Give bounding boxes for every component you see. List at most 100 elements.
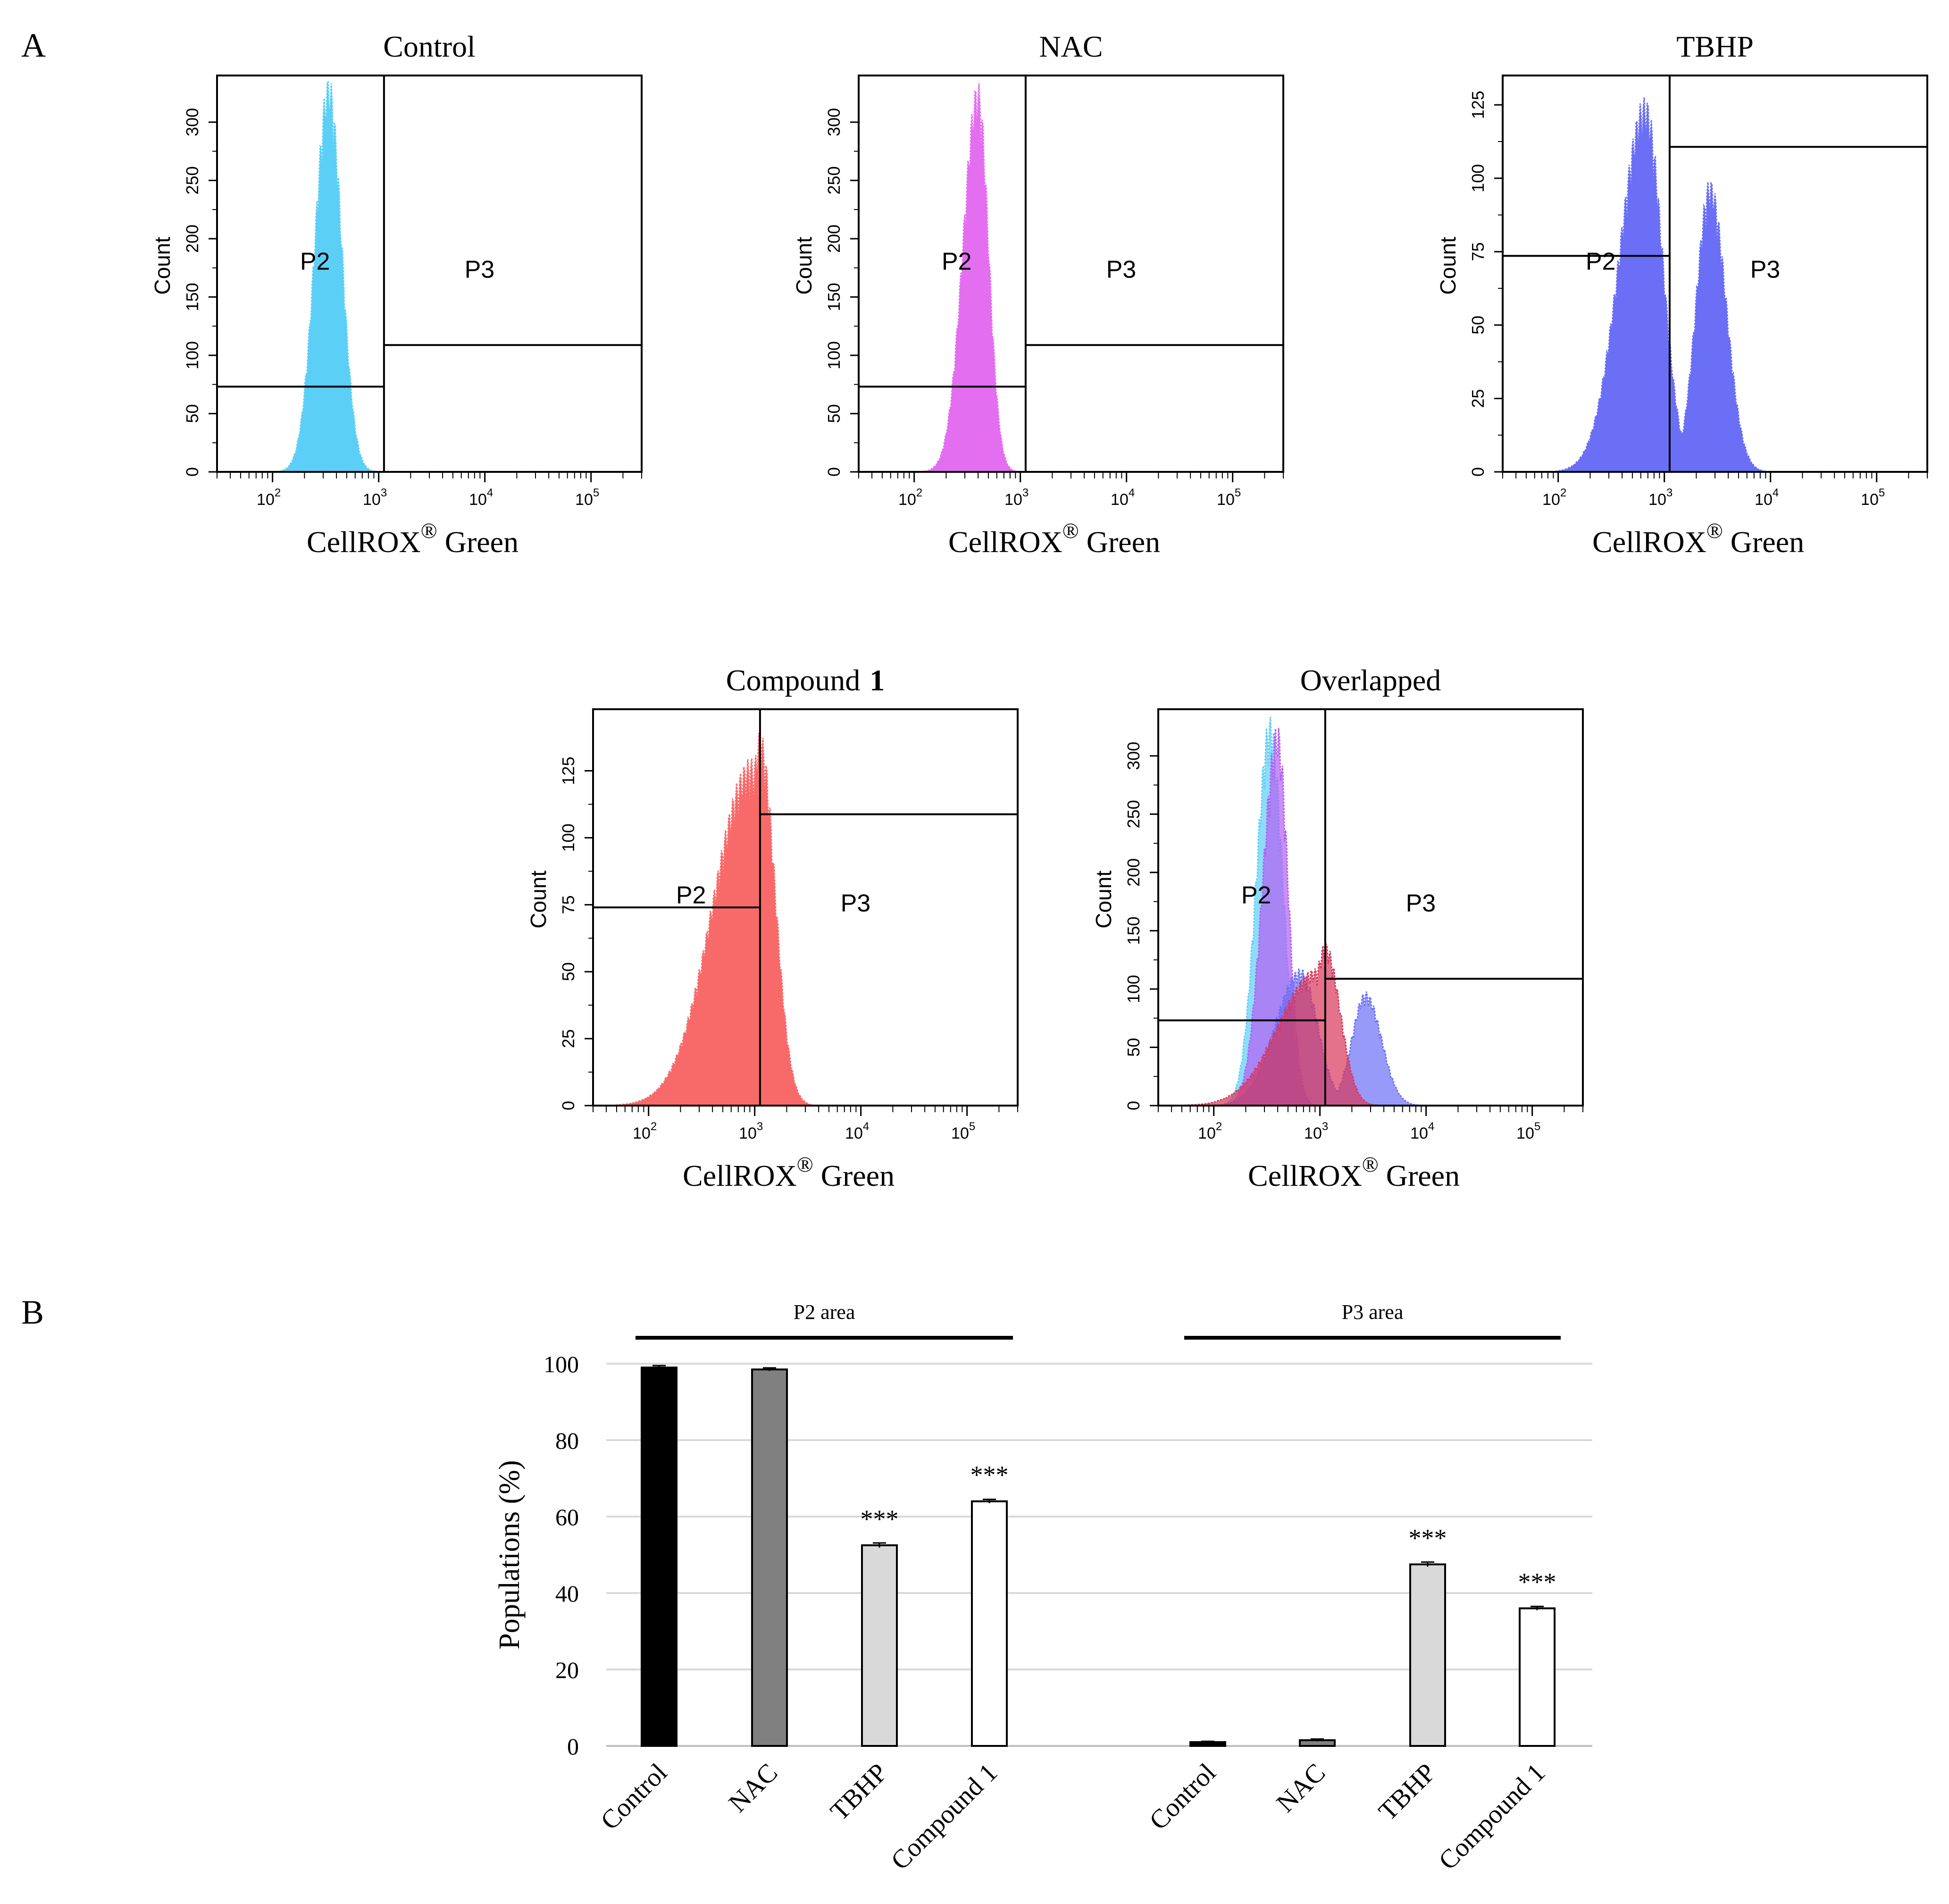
gate-label-p2: P2 bbox=[1241, 882, 1271, 909]
y-tick-label: 75 bbox=[559, 895, 578, 914]
x-tick-exponent: 4 bbox=[1773, 486, 1779, 499]
x-tick-exponent: 2 bbox=[1216, 1120, 1222, 1133]
x-axis-label-suffix: Green bbox=[1386, 1159, 1460, 1192]
x-tick-exponent: 2 bbox=[275, 486, 281, 499]
x-tick-label: 105 bbox=[1217, 486, 1241, 509]
y-tick-label: 100 bbox=[1124, 975, 1143, 1003]
registered-mark: ® bbox=[1706, 519, 1723, 543]
group-label: P3 area bbox=[1342, 1300, 1404, 1324]
y-axis-label: Count bbox=[792, 237, 816, 295]
x-axis: 102 103 104 105 bbox=[858, 472, 1284, 509]
panel-title: NAC bbox=[1039, 30, 1103, 63]
x-tick-label: 103 bbox=[739, 1120, 763, 1142]
x-tick-exponent: 4 bbox=[487, 486, 493, 499]
category-label: TBHP bbox=[825, 1758, 893, 1826]
bar bbox=[861, 1544, 898, 1747]
y-tick-label: 100 bbox=[183, 341, 202, 369]
y-axis: 0 25 50 75 100 125 bbox=[559, 757, 593, 1110]
panel-label-a: A bbox=[21, 26, 46, 64]
y-tick-label: 50 bbox=[559, 962, 578, 981]
plot-frame bbox=[216, 75, 643, 473]
y-tick-label: 300 bbox=[1124, 742, 1143, 770]
x-tick-label: 104 bbox=[469, 486, 493, 509]
y-tick-label: 20 bbox=[555, 1657, 579, 1683]
gate-label-p2: P2 bbox=[676, 882, 706, 909]
histogram-panel-0: P2 P3 Control 0 50 100 150 200 250 300 Count 102 103… bbox=[150, 30, 643, 559]
panel-title: Compound 1 bbox=[726, 663, 885, 697]
significance-label: *** bbox=[861, 1505, 899, 1533]
y-tick-label: 0 bbox=[567, 1733, 579, 1760]
y-tick-label: 60 bbox=[555, 1504, 579, 1530]
histogram-panel-4: P2 P3 Overlapped 0 50 100 150 200 250 300 Count 102… bbox=[1091, 663, 1584, 1192]
y-tick-label: 40 bbox=[555, 1580, 579, 1607]
x-tick-label: 102 bbox=[633, 1120, 657, 1142]
y-tick-label: 0 bbox=[1124, 1101, 1143, 1110]
gate-label-p3: P3 bbox=[1750, 256, 1781, 283]
y-tick-label: 80 bbox=[555, 1427, 579, 1454]
gate-label-p3: P3 bbox=[1406, 889, 1436, 917]
y-tick-label: 50 bbox=[1124, 1038, 1143, 1057]
x-tick-exponent: 4 bbox=[1428, 1120, 1434, 1133]
bar bbox=[1519, 1607, 1556, 1747]
y-tick-label: 50 bbox=[183, 404, 202, 423]
panel-title: Control bbox=[383, 30, 476, 63]
plot-frame bbox=[858, 75, 1284, 473]
category-label: Compound 1 bbox=[1433, 1758, 1551, 1876]
y-tick-label: 0 bbox=[183, 467, 202, 477]
category-label: NAC bbox=[1271, 1758, 1331, 1818]
x-tick-exponent: 3 bbox=[757, 1120, 763, 1133]
bar bbox=[641, 1367, 678, 1747]
x-tick-label: 104 bbox=[845, 1120, 869, 1142]
x-axis-label-suffix: Green bbox=[445, 525, 519, 559]
y-tick-label: 150 bbox=[183, 283, 202, 311]
x-tick-label: 105 bbox=[575, 486, 599, 509]
x-tick-label: 104 bbox=[1111, 486, 1135, 509]
gate-label-p2: P2 bbox=[300, 248, 330, 276]
significance-label: *** bbox=[970, 1461, 1009, 1489]
panel-title-bold-suffix: 1 bbox=[870, 663, 885, 697]
gate-label-p3: P3 bbox=[841, 889, 871, 917]
gate-label-p3: P3 bbox=[1106, 256, 1137, 283]
y-axis-label: Count bbox=[150, 237, 175, 295]
y-tick-label: 200 bbox=[824, 225, 844, 253]
y-tick-label: 75 bbox=[1468, 242, 1488, 261]
x-tick-label: 105 bbox=[951, 1120, 975, 1142]
registered-mark: ® bbox=[1362, 1152, 1379, 1176]
category-label: Compound 1 bbox=[886, 1758, 1004, 1876]
y-tick-label: 300 bbox=[183, 108, 202, 136]
x-tick-exponent: 3 bbox=[381, 486, 387, 499]
y-axis: 0 50 100 150 200 250 300 bbox=[824, 108, 859, 477]
x-tick-label: 103 bbox=[1304, 1120, 1328, 1142]
y-tick-label: 50 bbox=[824, 404, 844, 423]
x-tick-label: 104 bbox=[1410, 1120, 1434, 1142]
group-label: P2 area bbox=[794, 1300, 855, 1324]
y-tick-label: 0 bbox=[1468, 467, 1488, 477]
significance-label: *** bbox=[1409, 1524, 1447, 1552]
x-tick-label: 102 bbox=[1198, 1120, 1222, 1142]
bar bbox=[1409, 1563, 1446, 1747]
x-tick-label: 105 bbox=[1861, 486, 1885, 509]
x-tick-exponent: 4 bbox=[1129, 486, 1135, 499]
y-tick-label: 100 bbox=[1468, 164, 1488, 193]
y-tick-label: 125 bbox=[1468, 91, 1488, 119]
y-tick-label: 150 bbox=[1124, 916, 1143, 945]
y-axis-label: Count bbox=[1436, 237, 1460, 295]
y-tick-label: 125 bbox=[559, 757, 578, 785]
y-tick-label: 0 bbox=[559, 1101, 578, 1110]
x-tick-exponent: 4 bbox=[863, 1120, 869, 1133]
y-tick-label: 100 bbox=[544, 1351, 579, 1377]
bar bbox=[971, 1500, 1008, 1747]
x-tick-exponent: 5 bbox=[593, 486, 599, 499]
y-axis-label: Populations (%) bbox=[494, 1460, 526, 1649]
y-tick-label: 250 bbox=[1124, 800, 1143, 828]
y-tick-label: 50 bbox=[1468, 316, 1488, 335]
category-label: NAC bbox=[723, 1758, 783, 1818]
registered-mark: ® bbox=[1062, 519, 1079, 543]
x-tick-label: 104 bbox=[1755, 486, 1779, 509]
y-axis: 0 50 100 150 200 250 300 bbox=[183, 108, 217, 477]
x-tick-exponent: 5 bbox=[1879, 486, 1885, 499]
